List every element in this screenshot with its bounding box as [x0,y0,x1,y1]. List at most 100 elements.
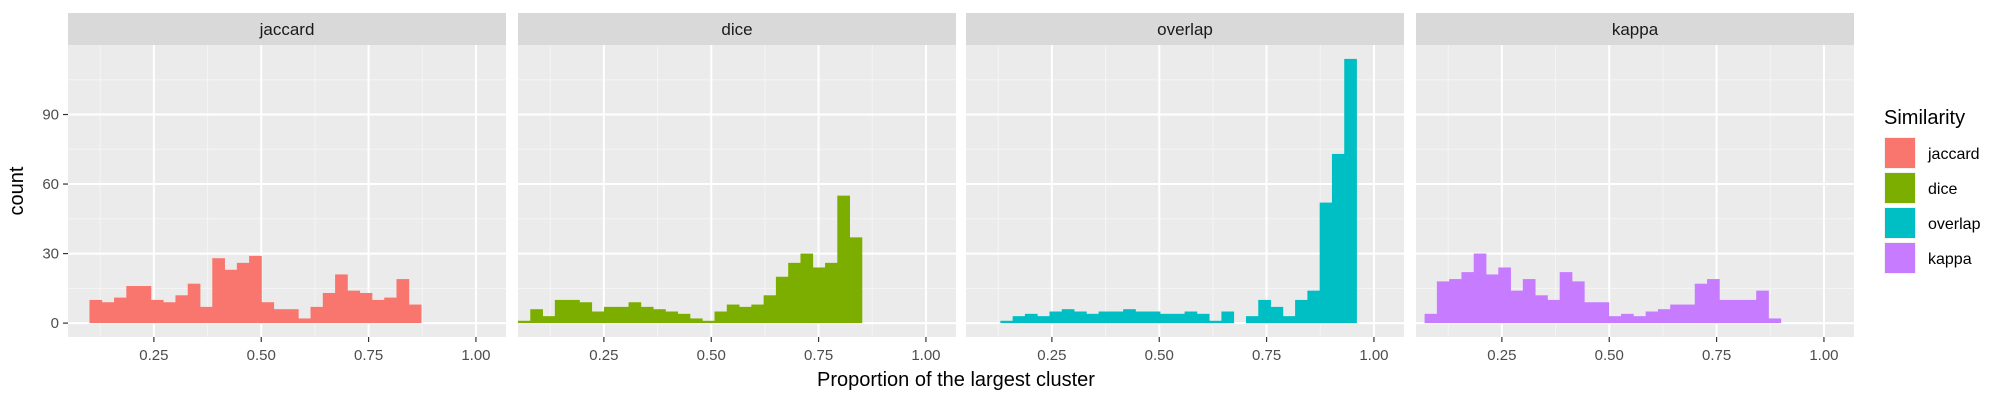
histogram-bar [236,262,250,324]
histogram-bar [603,306,617,324]
x-tick-label: 1.00 [461,347,490,364]
histogram-bar [1571,281,1585,324]
facet-panel-overlap: overlap 0.25 0.50 0.75 1.00 [966,13,1404,364]
legend-title: Similarity [1884,107,1965,129]
x-tick-label: 1.00 [1809,347,1838,364]
histogram-bar [89,299,103,324]
facet-strip-label: dice [721,20,752,39]
histogram-bar [1098,311,1112,324]
histogram-bar [187,283,201,324]
legend-key-kappa [1885,243,1915,273]
x-tick-label: 0.75 [804,347,833,364]
histogram-bar [775,276,789,324]
histogram-bar [1160,313,1173,324]
histogram-bars-dice [518,195,863,324]
histogram-bar [677,313,691,324]
histogram-bar [1596,302,1610,324]
histogram-bar [1282,316,1296,324]
histogram-bar [1547,299,1561,324]
histogram-bar [1436,281,1450,324]
histogram-bar [1510,290,1524,324]
panel-background [518,45,956,337]
histogram-bar [138,286,152,324]
histogram-bar [335,274,348,324]
histogram-bar [628,302,642,324]
histogram-bar [1584,302,1597,324]
x-tick-label: 0.50 [1145,347,1174,364]
histogram-bar [567,299,580,324]
histogram-bar [1719,299,1733,324]
histogram-bar [530,309,543,324]
histogram-bar [702,320,715,324]
histogram-bar [175,295,189,324]
histogram-bar [126,286,139,324]
y-tick-label: 30 [42,246,59,263]
x-tick-label: 0.50 [247,347,276,364]
histogram-bar [689,318,703,324]
histogram-bar [1000,320,1014,324]
histogram-bar [101,302,115,324]
histogram-bar [408,304,422,324]
facet-panels: jaccard 0.25 0.50 0.75 1.00 0 30 60 90 dice 0.25 0.… [42,13,1854,364]
facet-strip-label: jaccard [259,20,315,39]
legend-key-dice [1885,173,1915,203]
y-tick-label: 60 [42,176,59,193]
histogram-bar [396,279,410,324]
histogram-bar [371,299,385,324]
histogram-bar [1498,267,1511,324]
x-tick-label: 1.00 [1359,347,1388,364]
histogram-bar [1319,202,1333,324]
histogram-bar [640,306,654,324]
histogram-bar [739,306,752,324]
histogram-bar [1743,299,1757,324]
x-axis-title: Proportion of the largest cluster [817,369,1095,391]
facet-strip [68,13,506,45]
histogram-bar [1535,295,1548,324]
x-tick-label: 1.00 [911,347,940,364]
histogram-bar [212,258,225,324]
x-tick-label: 0.75 [1702,347,1731,364]
histogram-bar [1424,313,1438,324]
histogram-bar [384,297,397,324]
y-tick-label: 0 [51,315,59,332]
histogram-bar [1196,313,1210,324]
histogram-bar [1344,58,1357,324]
facet-panel-kappa: kappa 0.25 0.50 0.75 1.00 [1416,13,1854,364]
histogram-bar [1682,304,1696,324]
histogram-bar [1645,311,1659,324]
facet-strip [1416,13,1854,45]
histogram-bar [1135,311,1149,324]
x-tick-label: 0.25 [1037,347,1066,364]
histogram-bar [1024,313,1038,324]
histogram-bar [1694,283,1708,324]
histogram-bar [1049,311,1063,324]
histogram-bar [1670,304,1683,324]
histogram-bar [1270,306,1284,324]
histogram-bar [1707,279,1720,324]
histogram-bar [200,306,213,324]
histogram-bar [1110,311,1124,324]
histogram-bar [1037,316,1050,324]
histogram-bar [1209,320,1222,324]
histogram-bar [1086,313,1100,324]
histogram-bar [542,316,556,324]
facet-strip-label: kappa [1612,20,1659,39]
histogram-bar [1449,279,1462,324]
histogram-bar [849,237,863,324]
facet-panel-dice: dice 0.25 0.50 0.75 1.00 [518,13,956,364]
histogram-bar [261,302,275,324]
histogram-bars-overlap [1000,58,1357,324]
histogram-bar [714,311,728,324]
histogram-bar [591,311,605,324]
histogram-bar [310,306,324,324]
histogram-bar [150,299,164,324]
histogram-bar [1633,316,1647,324]
histogram-bar [1258,299,1271,324]
histogram-bars-jaccard [89,255,422,324]
histogram-bar [1184,311,1198,324]
histogram-bar [1172,313,1185,324]
y-tick-label: 90 [42,107,59,124]
histogram-bar [273,309,287,324]
histogram-bar [616,306,629,324]
